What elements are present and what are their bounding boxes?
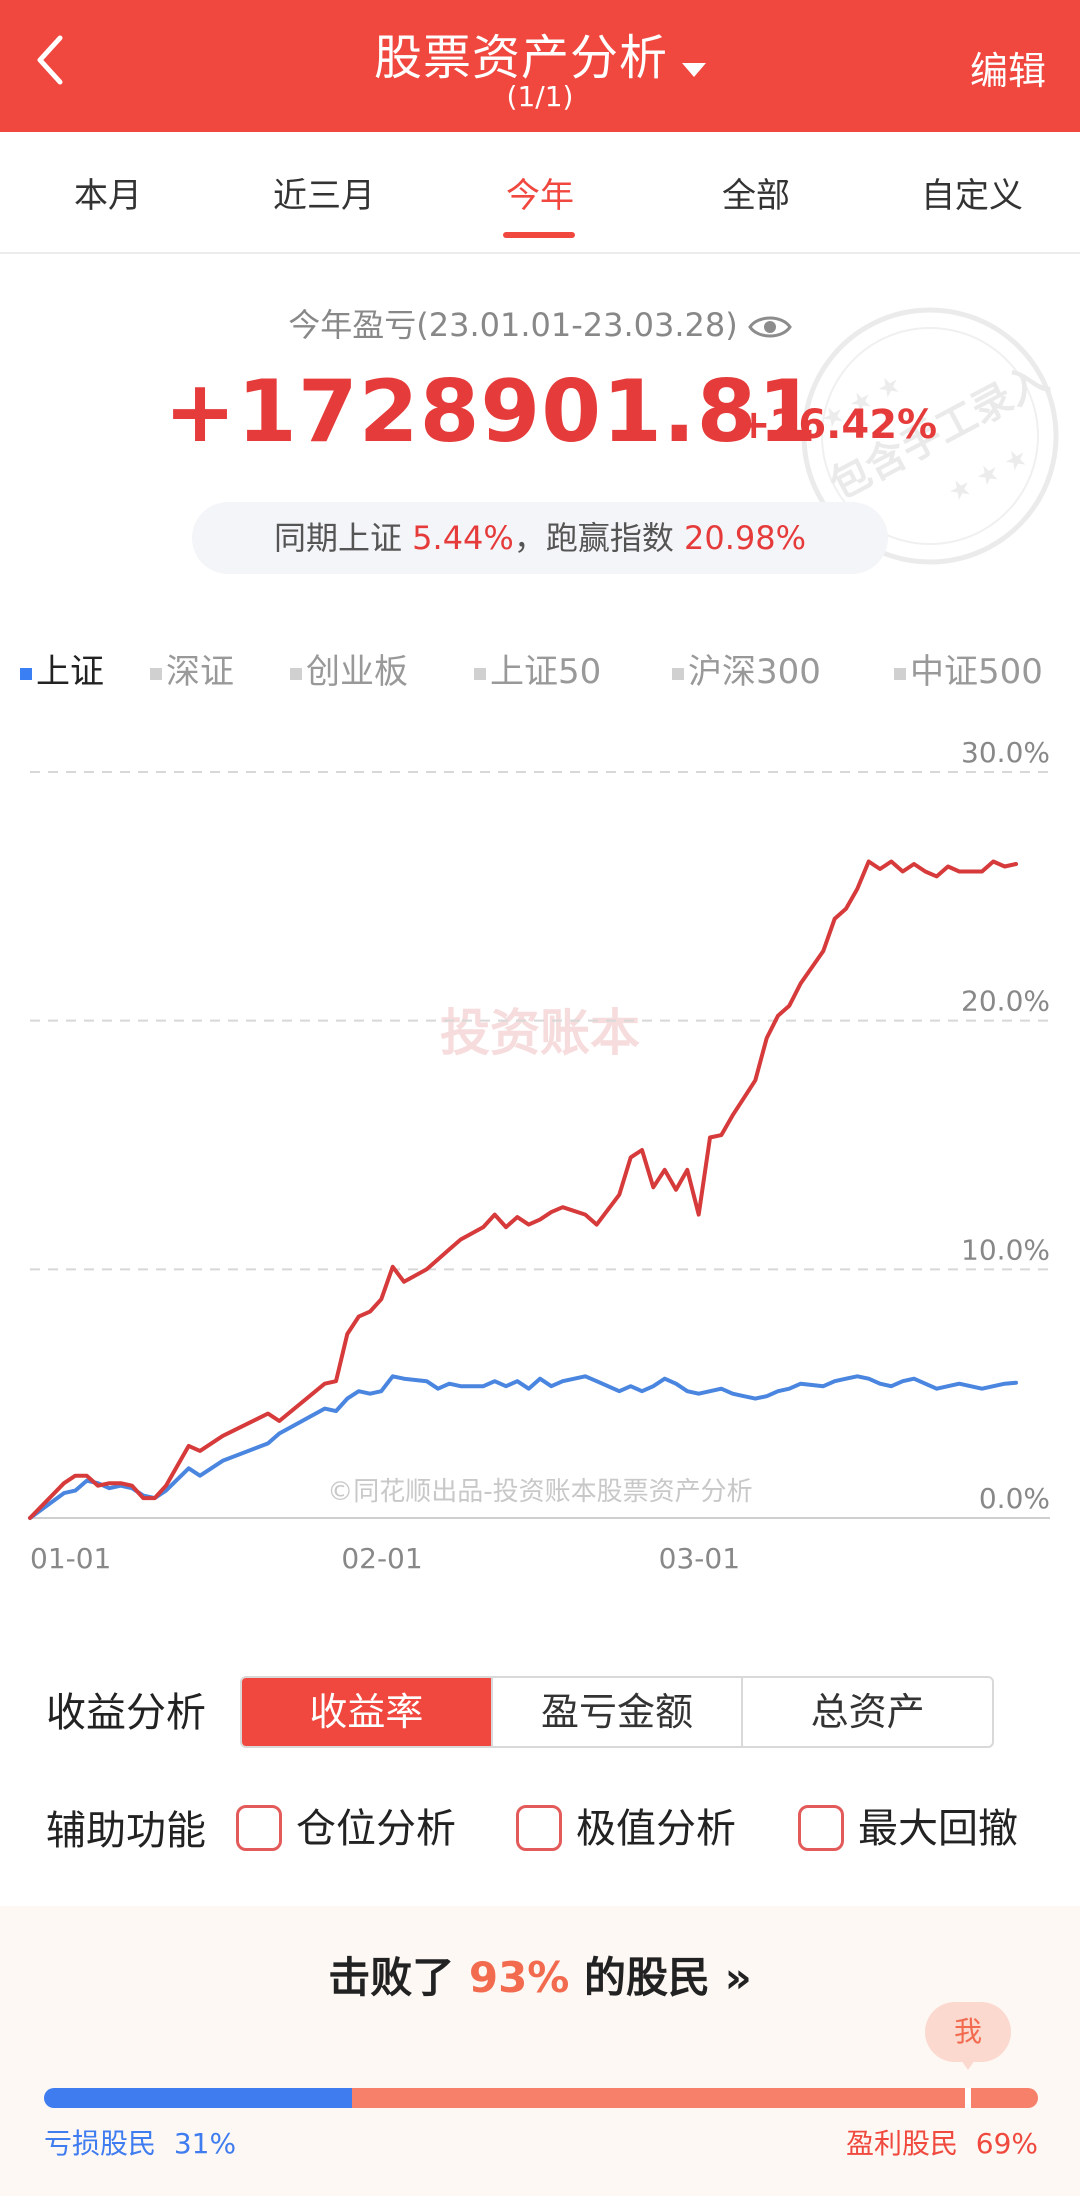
chart-footer: ©同花顺出品-投资账本股票资产分析	[327, 1477, 752, 1507]
legend-dot	[672, 667, 684, 680]
aux-label: 辅助功能	[46, 1808, 206, 1854]
y-tick-label: 20.0%	[961, 985, 1050, 1018]
pl-period-label: 今年盈亏(23.01.01-23.03.28)	[0, 300, 1080, 346]
checkbox-max-drawdown[interactable]: 最大回撤	[798, 1796, 1018, 1854]
ranking-title: 击败了 93% 的股民 »	[328, 1953, 752, 2002]
back-button[interactable]	[30, 30, 90, 100]
index-tab-csi300[interactable]: 沪深300	[672, 644, 821, 693]
me-marker	[965, 2088, 971, 2108]
gain-investors-label: 盈利股民 69%	[845, 2127, 1038, 2160]
segment-total-assets[interactable]: 总资产	[741, 1678, 992, 1746]
tab-this-year[interactable]: 今年	[506, 176, 574, 216]
checkbox-icon[interactable]	[516, 1805, 562, 1851]
tab-all[interactable]: 全部	[722, 176, 790, 216]
period-tabs: 本月 近三月 今年 全部 自定义	[0, 132, 1080, 254]
x-tick-label: 01-01	[30, 1542, 111, 1575]
ranking-panel[interactable]: 击败了 93% 的股民 » 我 亏损股民 31% 盈利股民 69%	[0, 1906, 1080, 2196]
checkbox-icon[interactable]	[236, 1805, 282, 1851]
eye-icon[interactable]	[747, 312, 792, 342]
svg-text:★ ★ ★: ★ ★ ★	[943, 442, 1033, 509]
me-badge: 我	[925, 2002, 1011, 2070]
pl-percent: +26.42%	[737, 402, 938, 448]
y-tick-label: 30.0%	[961, 736, 1050, 769]
checkbox-position-analysis[interactable]: 仓位分析	[236, 1796, 456, 1854]
page-counter: (1/1)	[506, 80, 574, 113]
double-chevron-right-icon: »	[724, 1953, 752, 2002]
y-tick-label: 10.0%	[961, 1233, 1050, 1266]
legend-dot	[474, 667, 486, 680]
active-tab-indicator	[503, 232, 575, 238]
chart-watermark: 投资账本	[440, 1004, 640, 1062]
x-tick-label: 02-01	[341, 1542, 422, 1575]
gain-segment	[352, 2088, 1038, 2108]
index-selector: 上证 深证 创业板 上证50 沪深300 中证500	[0, 644, 1080, 694]
pl-amount: +1728901.81	[164, 362, 819, 462]
page-title: 股票资产分析	[373, 30, 668, 86]
analysis-label: 收益分析	[46, 1690, 206, 1736]
index-tab-sse50[interactable]: 上证50	[474, 644, 601, 693]
checkbox-icon[interactable]	[798, 1805, 844, 1851]
legend-dot	[894, 667, 906, 680]
checkbox-extreme-analysis[interactable]: 极值分析	[516, 1796, 736, 1854]
analysis-segmented-control: 收益率 盈亏金额 总资产	[240, 1676, 994, 1748]
index-tab-csi500[interactable]: 中证500	[894, 644, 1043, 693]
legend-dot	[290, 667, 302, 680]
x-tick-label: 03-01	[659, 1542, 740, 1575]
title-dropdown[interactable]: 股票资产分析	[0, 18, 1080, 88]
index-line	[28, 1374, 1018, 1520]
caret-down-icon	[682, 62, 706, 77]
header: 股票资产分析 (1/1) 编辑	[0, 0, 1080, 132]
index-tab-shanghai[interactable]: 上证	[20, 644, 104, 693]
index-tab-chinext[interactable]: 创业板	[290, 644, 408, 693]
edit-button[interactable]: 编辑	[969, 49, 1046, 93]
tab-custom[interactable]: 自定义	[921, 176, 1023, 216]
chevron-left-icon	[37, 35, 63, 85]
segment-profit-amount[interactable]: 盈亏金额	[490, 1678, 742, 1746]
y-tick-label: 0.0%	[979, 1482, 1050, 1515]
index-tab-shenzhen[interactable]: 深证	[150, 644, 234, 693]
return-chart[interactable]: 投资账本 0.0% 10.0% 20.0% 30.0% 01-01 02-01 03-01 ©同…	[0, 720, 1080, 1580]
legend-dot	[20, 667, 32, 680]
return-chart-svg: 投资账本 0.0% 10.0% 20.0% 30.0% 01-01 02-01 03-01 ©同…	[28, 736, 1050, 1575]
loss-investors-label: 亏损股民 31%	[44, 2127, 237, 2160]
legend-dot	[150, 667, 162, 680]
ranking-bar	[44, 2088, 1038, 2108]
portfolio-line	[28, 859, 1018, 1520]
loss-segment	[44, 2088, 353, 2108]
manual-entry-stamp: ★ ★ ★ ★ ★ ★ 包含手工录入	[801, 307, 1059, 565]
tab-this-month[interactable]: 本月	[74, 176, 142, 216]
index-comparison: 同期上证 5.44%，跑赢指数 20.98%	[192, 502, 888, 574]
segment-return-rate[interactable]: 收益率	[242, 1678, 491, 1746]
tab-last-three-months[interactable]: 近三月	[273, 176, 375, 216]
